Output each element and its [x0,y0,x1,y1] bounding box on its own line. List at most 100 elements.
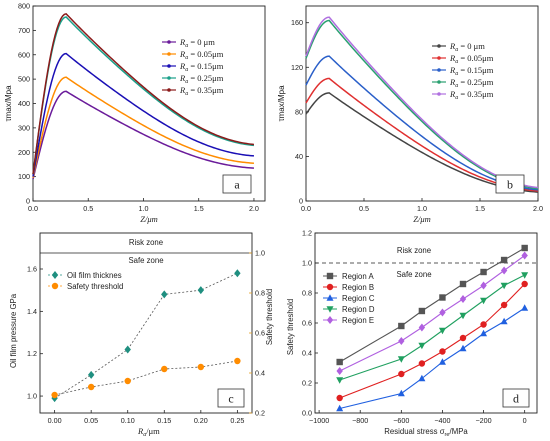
x-tick-label: −800 [352,416,368,425]
panel-label-box [495,174,525,194]
chart-panel-a: 0.0 0.5 1.0 1.5 2.0 0 100 200 300 400 500 600 700 800… [4,2,266,224]
legend-marker-4 [167,88,171,92]
y-tick-label: 0.2 [302,379,312,388]
chart-panel-c: Risk zone Safe zone 0.00 0.05 0.10 0.15 0.20 0.… [9,232,274,438]
series-line-2 [32,52,255,177]
y-axis-label: Safety threshold [286,299,295,355]
y-tick-label: 0 [26,197,30,206]
y-axis-label-right: Safety threshold [265,289,274,345]
data-point [500,317,508,325]
x-tick-label: −600 [393,416,409,425]
data-point [418,360,426,367]
data-point [398,370,405,378]
x-tick-label: 0.10 [121,416,135,425]
x-tick-label: 2.0 [533,204,543,213]
y-tick-label: 600 [18,50,30,59]
legend-marker-0 [51,271,59,279]
data-point [161,290,168,299]
data-point [197,363,205,371]
y-tick-label: 1.0 [27,392,37,401]
data-point [439,348,446,355]
data-point [439,308,446,317]
panel-label-box [217,388,245,408]
series-line-1 [54,360,238,396]
y-tick-label: 120 [291,63,303,72]
data-point [234,269,241,278]
data-point [336,367,343,375]
y-tick-label: 0.4 [302,349,312,358]
data-point [336,394,343,402]
legend-marker-3 [326,306,334,313]
legend-label-0: Ra = 0 μm [179,37,215,49]
legend-marker-0 [167,40,171,44]
data-point [500,282,508,290]
y-tick-label: 1.2 [27,349,37,358]
series-line-0 [54,272,238,399]
data-point [521,272,529,279]
data-point [500,301,508,309]
legend-marker-1 [437,56,441,60]
y-tick-label: 100 [18,172,30,181]
x-tick-label: 0.5 [359,204,369,213]
series-line-3 [305,19,539,190]
panel-label-box [502,388,530,408]
data-point [521,251,528,260]
panel-label-box [222,174,252,194]
legend-label-3: Ra = 0.25μm [449,77,494,89]
series-line-4 [32,12,255,175]
y-tick-label: 200 [18,148,30,157]
x-tick-label: 0.25 [230,416,244,425]
series-line-4 [339,255,525,372]
risk-zone-label: Risk zone [129,238,163,247]
y-tick-label-right: 0.6 [255,329,265,338]
data-point [500,266,508,275]
plot-frame [32,5,266,202]
data-point [87,370,95,379]
series-line-0 [339,247,525,363]
y-tick-label: 0.0 [302,409,312,418]
legend-marker-1 [51,282,59,290]
data-point [124,345,131,354]
data-point [500,256,508,264]
legend-marker-3 [167,76,171,80]
data-point [439,294,446,301]
y-axis-label: Oil film pressure GPa [9,293,18,368]
data-point [397,389,405,397]
legend-label-4: Ra = 0.35μm [449,89,494,101]
y-tick-label-right: 0.2 [255,409,265,418]
legend-label-2: Region C [342,294,375,303]
data-point [438,327,446,335]
series-line-3 [339,274,525,381]
data-point [336,358,343,366]
series-line-1 [32,76,254,178]
data-point [418,323,426,332]
x-axis-label: Ra/μm [137,426,160,438]
legend-label-0: Oil film thicknes [67,271,122,280]
data-point [336,404,344,412]
data-point [480,321,487,328]
x-tick-label: 1.0 [138,204,148,213]
x-axis-label: Z/μm [140,214,158,224]
series-line-1 [305,77,539,192]
legend-label-0: Region A [342,272,374,281]
data-point [336,377,344,384]
y-axis-label: τmax/Mpa [4,85,13,122]
y-tick-label: 0.8 [302,289,312,298]
data-point [459,312,467,320]
x-axis-label: Residual stress σre/MPa [384,427,468,438]
data-point [521,304,529,311]
x-tick-label: −1000 [309,416,329,425]
data-point [521,280,528,288]
y-tick-label: 1.6 [27,265,37,274]
panel-label: c [228,392,233,406]
x-tick-label: 1.0 [417,204,427,213]
x-tick-label: 0.05 [84,416,98,425]
legend-marker-2 [326,294,334,301]
legend-marker-1 [167,52,171,56]
x-tick-label: 0.0 [28,204,38,213]
y-tick-label: 80 [295,107,303,116]
panel-label: d [513,392,519,406]
data-point [418,307,426,315]
